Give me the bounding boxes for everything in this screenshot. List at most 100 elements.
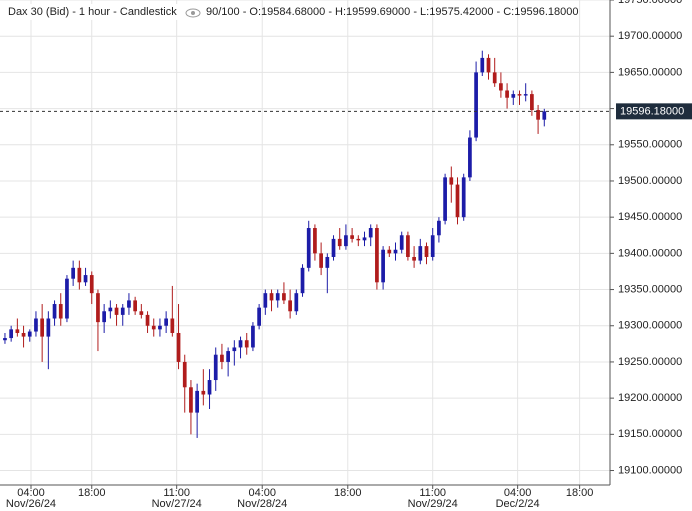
candle-body [89,275,94,294]
candle-body [455,184,460,218]
y-tick-label: 19150.00000 [618,428,682,440]
x-tick-label: 18:00 [78,487,106,499]
candle-body [189,387,193,413]
candle-body [406,235,410,257]
x-tick-label: 11:00 [419,487,446,499]
candle-body [40,318,45,337]
candle-body [3,338,7,341]
y-tick-label: 19400.00000 [618,247,682,259]
candle-body [350,235,354,239]
candle-body [102,311,107,323]
candle-body [294,293,299,312]
x-date-label: Dec/2/24 [496,498,540,510]
candle-body [449,177,454,185]
candle-body [158,325,162,330]
candle-body [182,361,187,388]
candle-body [306,228,311,268]
candle-body [232,347,237,352]
candle-body [393,249,398,254]
candle-body [486,57,491,73]
y-tick-label: 19750.00000 [618,0,682,6]
candle-body [387,249,392,254]
candle-body [244,340,249,348]
ohlc-info: 90/100 - O:19584.68000 - H:19599.69000 -… [206,6,578,18]
x-tick-label: 11:00 [163,487,190,499]
candle-body [536,110,540,120]
candle-body [120,307,125,315]
candle-body [418,246,423,261]
title-bg [6,4,186,20]
candle-body [443,177,447,221]
candle-body [238,340,243,348]
candle-body [108,307,113,312]
candle-body [517,94,522,96]
candle-body [27,331,32,337]
candle-body [480,57,485,73]
candle-body [492,72,497,84]
candle-body [505,90,509,98]
candle-body [96,293,100,323]
candle-body [213,354,218,381]
y-tick-label: 19700.00000 [618,30,682,42]
candle-body [337,238,342,247]
candle-body [375,228,379,283]
candle-body [344,235,348,247]
eye-icon [185,8,201,18]
candle-body [9,329,14,339]
x-date-label: Nov/29/24 [408,498,458,510]
candle-body [319,253,323,268]
candle-body [437,220,441,236]
candle-body [77,267,82,283]
candle-body [151,325,156,330]
candle-body [195,390,199,413]
candle-body [530,94,534,111]
candle-body [83,275,88,283]
candle-body [474,72,478,138]
candle-body [368,228,373,238]
candle-body [220,354,224,362]
y-tick-label: 19200.00000 [618,392,682,404]
candle-body [288,300,292,312]
chart-title: Dax 30 (Bid) - 1 hour - Candlestick [8,6,177,18]
last-price-box [616,103,692,120]
candle-body [139,311,144,315]
candle-body [325,256,330,268]
candle-body [362,237,367,241]
candle-body [170,318,175,333]
last-price-label: 19596.18000 [620,105,684,117]
candle-body [46,318,51,337]
candle-body [58,304,63,319]
y-tick-label: 19450.00000 [618,211,682,223]
candle-body [468,137,472,178]
candle-body [381,249,385,283]
candle-body [207,380,212,395]
candle-body [412,256,416,261]
candle-body [164,318,168,326]
candle-body [201,390,206,395]
y-tick-label: 19650.00000 [618,66,682,78]
candle-body [511,94,516,98]
candle-body [257,307,261,326]
x-tick-label: 18:00 [566,487,594,499]
x-tick-label: 04:00 [248,487,276,499]
candle-body [313,228,317,254]
candle-body [269,293,274,301]
candle-body [127,300,131,308]
y-tick-label: 19550.00000 [618,139,682,151]
y-tick-label: 19350.00000 [618,283,682,295]
candle-body [523,94,528,96]
candle-body [52,304,57,319]
x-tick-label: 18:00 [334,487,362,499]
candle-body [226,351,230,362]
candle-body [461,177,466,218]
candle-body [430,235,435,257]
candle-body [114,307,119,315]
candle-body [300,267,305,294]
candle-body [542,111,547,120]
candle-body [282,293,286,301]
x-date-label: Nov/27/24 [152,498,202,510]
candle-body [424,246,429,257]
